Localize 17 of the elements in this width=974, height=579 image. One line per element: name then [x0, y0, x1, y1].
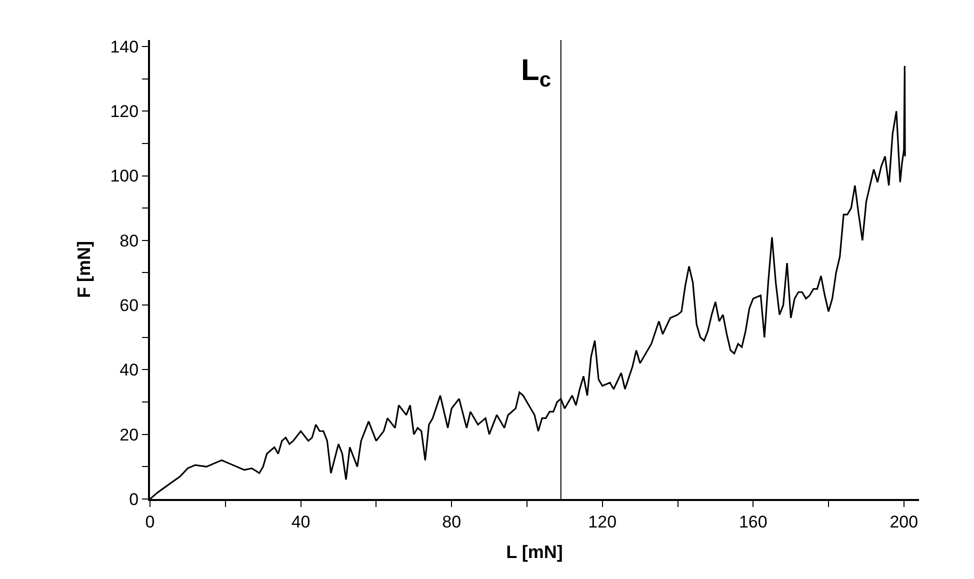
y-tick-label: 100 — [110, 166, 139, 186]
y-tick-label: 60 — [120, 296, 139, 316]
y-axis-title: F [mN] — [74, 241, 94, 298]
x-tick-label: 120 — [588, 512, 617, 532]
y-tick-label: 140 — [110, 37, 139, 56]
ref-line-label: L$_{c}$ — [521, 54, 552, 92]
x-axis-title: L [mN] — [506, 542, 563, 562]
x-tick-label: 160 — [738, 512, 768, 532]
x-tick-label: 40 — [291, 512, 310, 532]
y-tick-label: 0 — [129, 490, 139, 509]
x-tick-label: 0 — [145, 512, 155, 532]
x-tick-label: 200 — [890, 512, 918, 532]
y-tick-label: 120 — [110, 102, 139, 122]
x-tick-label: 80 — [442, 512, 462, 532]
y-tick-label: 20 — [120, 425, 139, 444]
y-tick-label: 40 — [120, 360, 139, 380]
y-tick-label: 80 — [120, 231, 139, 250]
